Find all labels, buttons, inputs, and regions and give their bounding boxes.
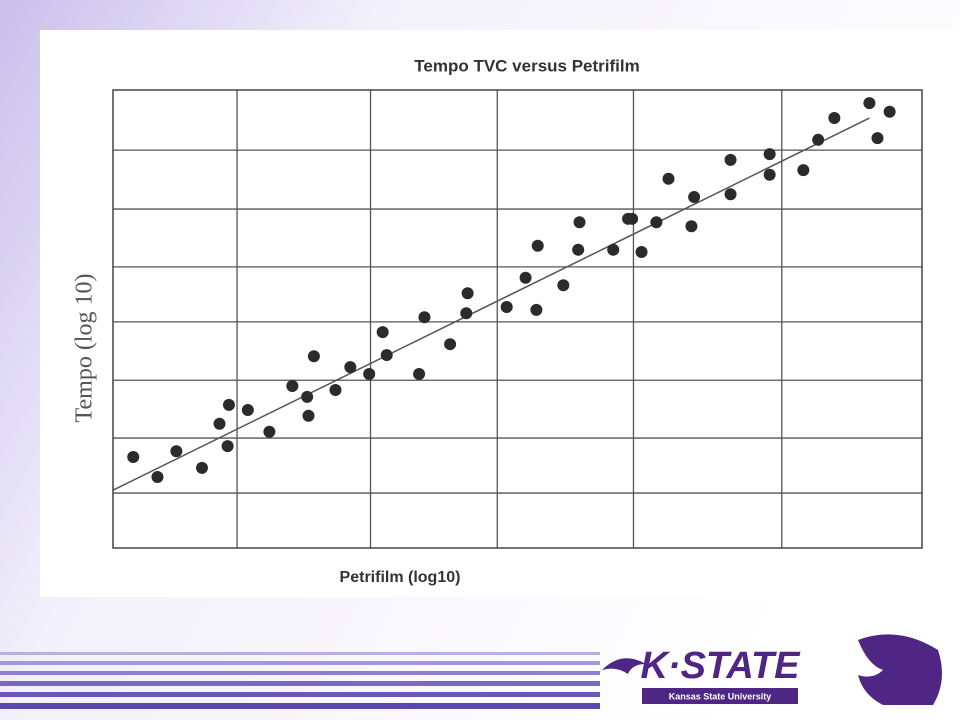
- data-point: [883, 105, 896, 118]
- data-point: [418, 311, 431, 324]
- data-point: [302, 409, 315, 422]
- data-point: [626, 212, 639, 225]
- data-point: [650, 216, 663, 229]
- data-point: [127, 450, 140, 463]
- logo-cat-mark: [602, 658, 646, 674]
- x-axis-label: Petrifilm (log10): [340, 569, 461, 586]
- data-point: [863, 97, 876, 110]
- data-point: [461, 287, 474, 300]
- data-point: [329, 383, 342, 396]
- data-point: [221, 440, 234, 453]
- plot-frame: [112, 89, 923, 549]
- data-point: [688, 191, 701, 204]
- data-point: [376, 326, 389, 339]
- data-point: [344, 361, 357, 374]
- data-point: [871, 132, 884, 145]
- data-point: [151, 471, 164, 484]
- data-point: [444, 338, 457, 351]
- data-point: [685, 220, 698, 233]
- data-point: [607, 243, 620, 256]
- data-point: [828, 112, 841, 125]
- data-point: [460, 307, 473, 320]
- data-point: [724, 153, 737, 166]
- data-point: [222, 398, 235, 411]
- data-point: [307, 350, 320, 363]
- data-point: [635, 246, 648, 259]
- data-point: [724, 188, 737, 201]
- logo-wildcat: [858, 634, 942, 705]
- data-point: [170, 445, 183, 458]
- logo-bar: [642, 688, 798, 704]
- logo-wordmark: K·STATE: [640, 645, 801, 687]
- data-point: [413, 367, 426, 380]
- data-point: [500, 300, 513, 313]
- chart-title: Tempo TVC versus Petrifilm: [414, 56, 639, 75]
- data-point: [263, 425, 276, 438]
- data-point: [286, 379, 299, 392]
- data-point: [519, 271, 532, 284]
- data-point: [531, 239, 544, 252]
- logo-subtitle: Kansas State University: [669, 691, 772, 701]
- data-point: [763, 148, 776, 161]
- stripes: [0, 652, 600, 709]
- data-point: [763, 168, 776, 181]
- data-point: [797, 164, 810, 177]
- trend-line: [112, 117, 870, 491]
- logo: K·STATE Kansas State University: [602, 634, 942, 705]
- data-point: [812, 133, 825, 146]
- data-point: [195, 461, 208, 474]
- data-point: [573, 216, 586, 229]
- y-axis-label: Tempo (log 10): [72, 274, 98, 423]
- data-point: [241, 404, 254, 417]
- data-point: [301, 390, 314, 403]
- data-point: [363, 367, 376, 380]
- chart-panel: [40, 30, 960, 597]
- data-point: [572, 243, 585, 256]
- data-point: [530, 303, 543, 316]
- data-point: [662, 172, 675, 185]
- data-point: [557, 279, 570, 292]
- data-point: [213, 417, 226, 430]
- plot: [112, 90, 922, 548]
- data-point: [380, 349, 393, 362]
